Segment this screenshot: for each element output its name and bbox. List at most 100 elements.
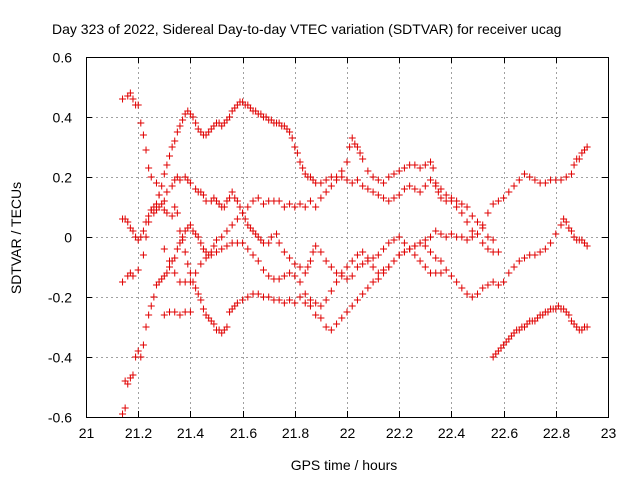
data-point [348, 179, 356, 187]
data-point [207, 251, 215, 259]
data-point [359, 290, 367, 298]
data-point [437, 269, 445, 277]
data-point [280, 299, 288, 307]
data-point [575, 155, 583, 163]
data-point [168, 212, 176, 220]
data-point [244, 293, 252, 301]
data-point [197, 239, 205, 247]
data-point [364, 254, 372, 262]
data-point [265, 239, 273, 247]
data-point [463, 290, 471, 298]
x-tick-label: 21.2 [125, 425, 152, 441]
data-point [463, 236, 471, 244]
data-point [119, 278, 127, 286]
data-point [411, 251, 419, 259]
data-point [181, 248, 189, 256]
data-point [583, 143, 591, 151]
data-point [552, 230, 560, 238]
data-point [453, 278, 461, 286]
data-point [458, 284, 466, 292]
data-point [343, 308, 351, 316]
data-point [291, 299, 299, 307]
data-point [301, 203, 309, 211]
data-point [286, 200, 294, 208]
data-point [124, 218, 132, 226]
data-point [147, 302, 155, 310]
data-point [176, 239, 184, 247]
data-point [322, 323, 330, 331]
data-point [239, 239, 247, 247]
data-point [380, 245, 388, 253]
data-point [137, 353, 145, 361]
data-point [286, 128, 294, 136]
data-point [411, 242, 419, 250]
data-point [254, 290, 262, 298]
data-point [239, 296, 247, 304]
data-point [432, 227, 440, 235]
data-point [489, 236, 497, 244]
x-tick-label: 22 [340, 425, 356, 441]
axis-ticks: 21 21.2 21.4 21.6 21.8 22 22.2 22.4 22.6 22.8 23 -0… [48, 50, 617, 442]
data-point [139, 131, 147, 139]
data-point [241, 215, 249, 223]
chart-title: Day 323 of 2022, Sidereal Day-to-day VTE… [52, 21, 561, 37]
x-tick-label: 22.2 [386, 425, 413, 441]
data-point [166, 257, 174, 265]
data-point [400, 185, 408, 193]
data-point [374, 251, 382, 259]
data-point [129, 272, 137, 280]
y-tick-label: 0 [64, 230, 72, 246]
data-point [474, 290, 481, 298]
data-point [458, 200, 466, 208]
data-point [147, 173, 155, 181]
data-point [359, 182, 367, 190]
data-point [437, 230, 445, 238]
data-point [406, 182, 414, 190]
data-point [520, 254, 528, 262]
data-point [353, 251, 361, 259]
data-point [145, 164, 153, 172]
data-point [500, 194, 508, 202]
y-tick-label: -0.2 [48, 290, 72, 306]
x-tick-label: 21.4 [177, 425, 204, 441]
data-point [309, 248, 317, 256]
data-point [317, 179, 325, 187]
data-point [233, 215, 241, 223]
data-point [152, 200, 160, 208]
data-point [301, 299, 309, 307]
data-point [254, 194, 262, 202]
data-point [317, 194, 325, 202]
data-point [474, 230, 481, 238]
data-point [427, 176, 435, 184]
data-point [547, 239, 555, 247]
data-point [515, 257, 523, 265]
data-point [296, 263, 304, 271]
data-point [317, 314, 325, 322]
data-point [380, 179, 388, 187]
data-point [236, 203, 244, 211]
data-point [327, 263, 335, 271]
data-point [353, 263, 361, 271]
data-point [494, 248, 502, 256]
series-track-7 [160, 308, 194, 319]
series-track-4 [119, 134, 502, 418]
data-point [359, 260, 367, 268]
data-point [416, 188, 424, 196]
data-point [197, 260, 205, 268]
data-point [312, 299, 320, 307]
data-point [226, 113, 234, 121]
data-point [526, 173, 534, 181]
data-point [171, 308, 179, 316]
data-point [400, 248, 408, 256]
data-point [494, 197, 502, 205]
data-point [531, 176, 539, 184]
y-tick-label: 0.2 [53, 170, 73, 186]
data-point [233, 299, 241, 307]
data-point [160, 311, 168, 319]
data-point [468, 227, 476, 235]
data-point [213, 248, 220, 256]
data-point [299, 164, 307, 172]
data-point [163, 188, 171, 196]
data-point [437, 257, 445, 265]
